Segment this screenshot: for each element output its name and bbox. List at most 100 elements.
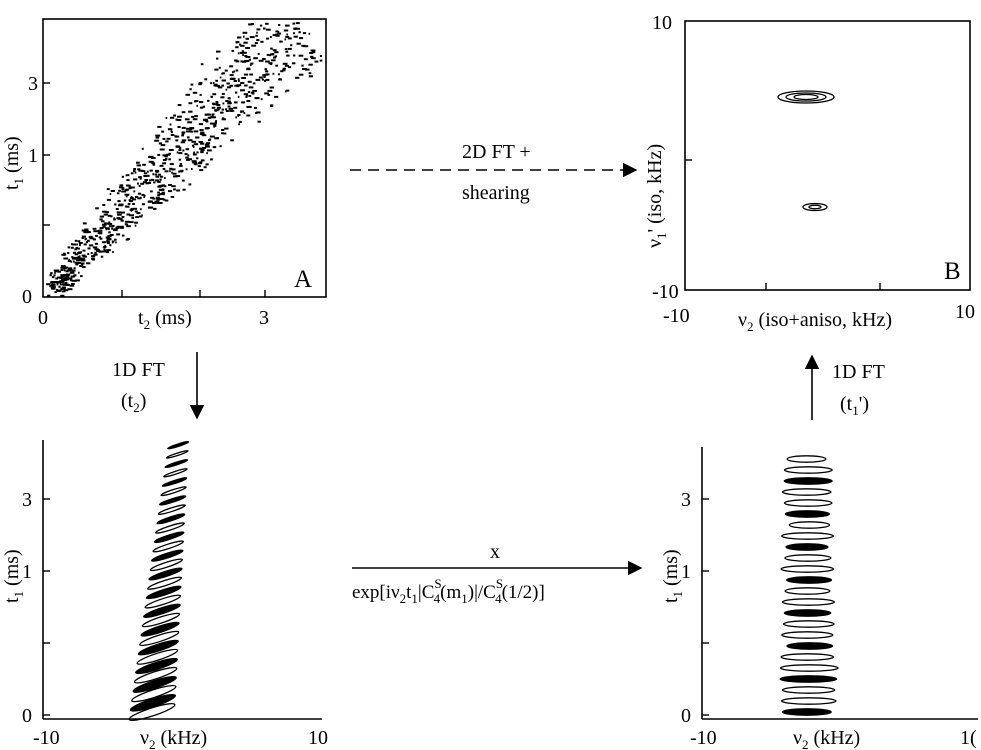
panel-c-ridge [141,612,181,628]
panel-a-dot [161,191,165,194]
panel-d-contour [781,598,835,606]
panel-a-dot [100,255,104,258]
panel-a-dot [102,246,107,248]
panel-a-dot [139,215,143,218]
panel-c-xtick-label-neg10: -10 [33,727,60,749]
panel-a-dot [184,118,190,121]
panel-a-dot [196,151,199,154]
panel-a-dot [74,239,78,242]
panel-a-xtick-label-0: 0 [38,307,48,329]
panel-c-ridge [148,567,183,581]
panel-b: 10 -10 -10 10 ν2 (iso+aniso, kHz) ν1' (i… [644,12,975,334]
panel-a-dot [221,84,224,87]
panel-c-ridge [165,450,189,459]
panel-a-dot [230,102,232,105]
panel-a-dot [157,125,162,128]
panel-a-dot [170,195,175,198]
panel-a-dot [243,35,245,38]
panel-a-dot [200,151,204,154]
panel-a-dot [80,262,85,265]
panel-a-dot [181,141,186,144]
panel-a-dot [197,165,201,168]
panel-a-dot [72,251,76,254]
panel-a-dot [182,149,185,152]
panel-a-dot [141,170,146,173]
panel-a-dot [209,122,214,125]
panel-a-dot [249,64,252,67]
panel-a-dot [178,152,183,155]
panel-a-dot [262,58,266,60]
panel-a-dot [262,74,266,77]
panel-a-dot [161,184,165,187]
panel-a-dot [278,73,280,76]
panel-d-ytick-label-3: 3 [681,489,691,511]
panel-a-dot [170,116,175,119]
panel-a-dot [130,207,134,210]
panel-a-dot [162,198,166,201]
panel-a-dot [147,200,152,203]
panel-a-dot [233,80,237,82]
panel-d-contour [780,653,835,661]
panel-c-ridge [147,576,183,590]
panel-a-dot [125,174,128,177]
panel-a-dot [250,62,254,65]
panel-a-dot [209,116,212,119]
panel-a-dot [178,149,182,152]
panel-c-ridge [135,657,178,675]
panel-a-dot [61,253,66,256]
panel-a-dot [115,226,119,229]
panel-a-dot [163,193,165,196]
panel-a-dot [79,265,83,267]
panel-a-dot [233,70,235,73]
panel-a-dot [77,256,81,258]
panel-a-dot [108,223,113,225]
panel-a-dot [136,164,141,167]
panel-a-dot [109,234,114,236]
panel-a-dot [252,82,256,85]
panel-a-dot [221,129,225,131]
panel-a-dot [56,283,59,286]
panel-a-dot [80,275,83,278]
panel-a-dot [136,212,141,215]
panel-a-dot [222,72,225,75]
panel-a-dot [59,277,63,280]
panel-a-dot [293,54,296,57]
panel-a-dot [64,276,67,279]
panel-a-dot [173,114,176,117]
panel-a-dot [161,130,165,133]
panel-a-dot [134,221,139,224]
panel-a-dot [227,100,231,103]
panel-a-dot [130,172,134,175]
panel-a-dot [126,213,131,216]
panel-a-dot [143,175,148,177]
panel-a-dot [51,276,55,279]
panel-a-dot [163,177,166,179]
panel-a-dot [242,51,247,54]
panel-a-dot [264,79,266,82]
panel-a-dot [81,254,85,257]
panel-a-dot [200,131,205,134]
panel-c-marks [128,440,190,721]
panel-a-dot [283,29,289,32]
panel-a-dot [212,82,215,84]
panel-a-dot [248,95,252,97]
panel-a-dot [240,110,243,113]
panel-d-xtick-label-10: 1( [960,727,977,749]
panel-a-dot [190,83,194,86]
panel-a-dot [202,147,207,149]
panel-a-dot [92,227,97,230]
panel-a-dot [164,170,169,173]
panel-c-ridge [155,522,185,534]
panel-a-dot [146,170,149,173]
panel-a-dot [242,54,244,56]
panel-a-dot [130,186,135,189]
panel-a-dot [50,272,53,275]
panel-a-dot [125,238,129,241]
panel-a-dot [293,32,295,35]
panel-a-dot [137,168,141,171]
panel-a-dot [142,163,146,166]
panel-a-dot [237,114,241,116]
panel-a-dot [246,105,252,108]
panel-a-dot [214,109,219,112]
panel-a-dot [82,249,86,252]
